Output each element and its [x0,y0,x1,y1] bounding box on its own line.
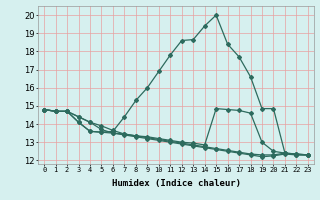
X-axis label: Humidex (Indice chaleur): Humidex (Indice chaleur) [111,179,241,188]
